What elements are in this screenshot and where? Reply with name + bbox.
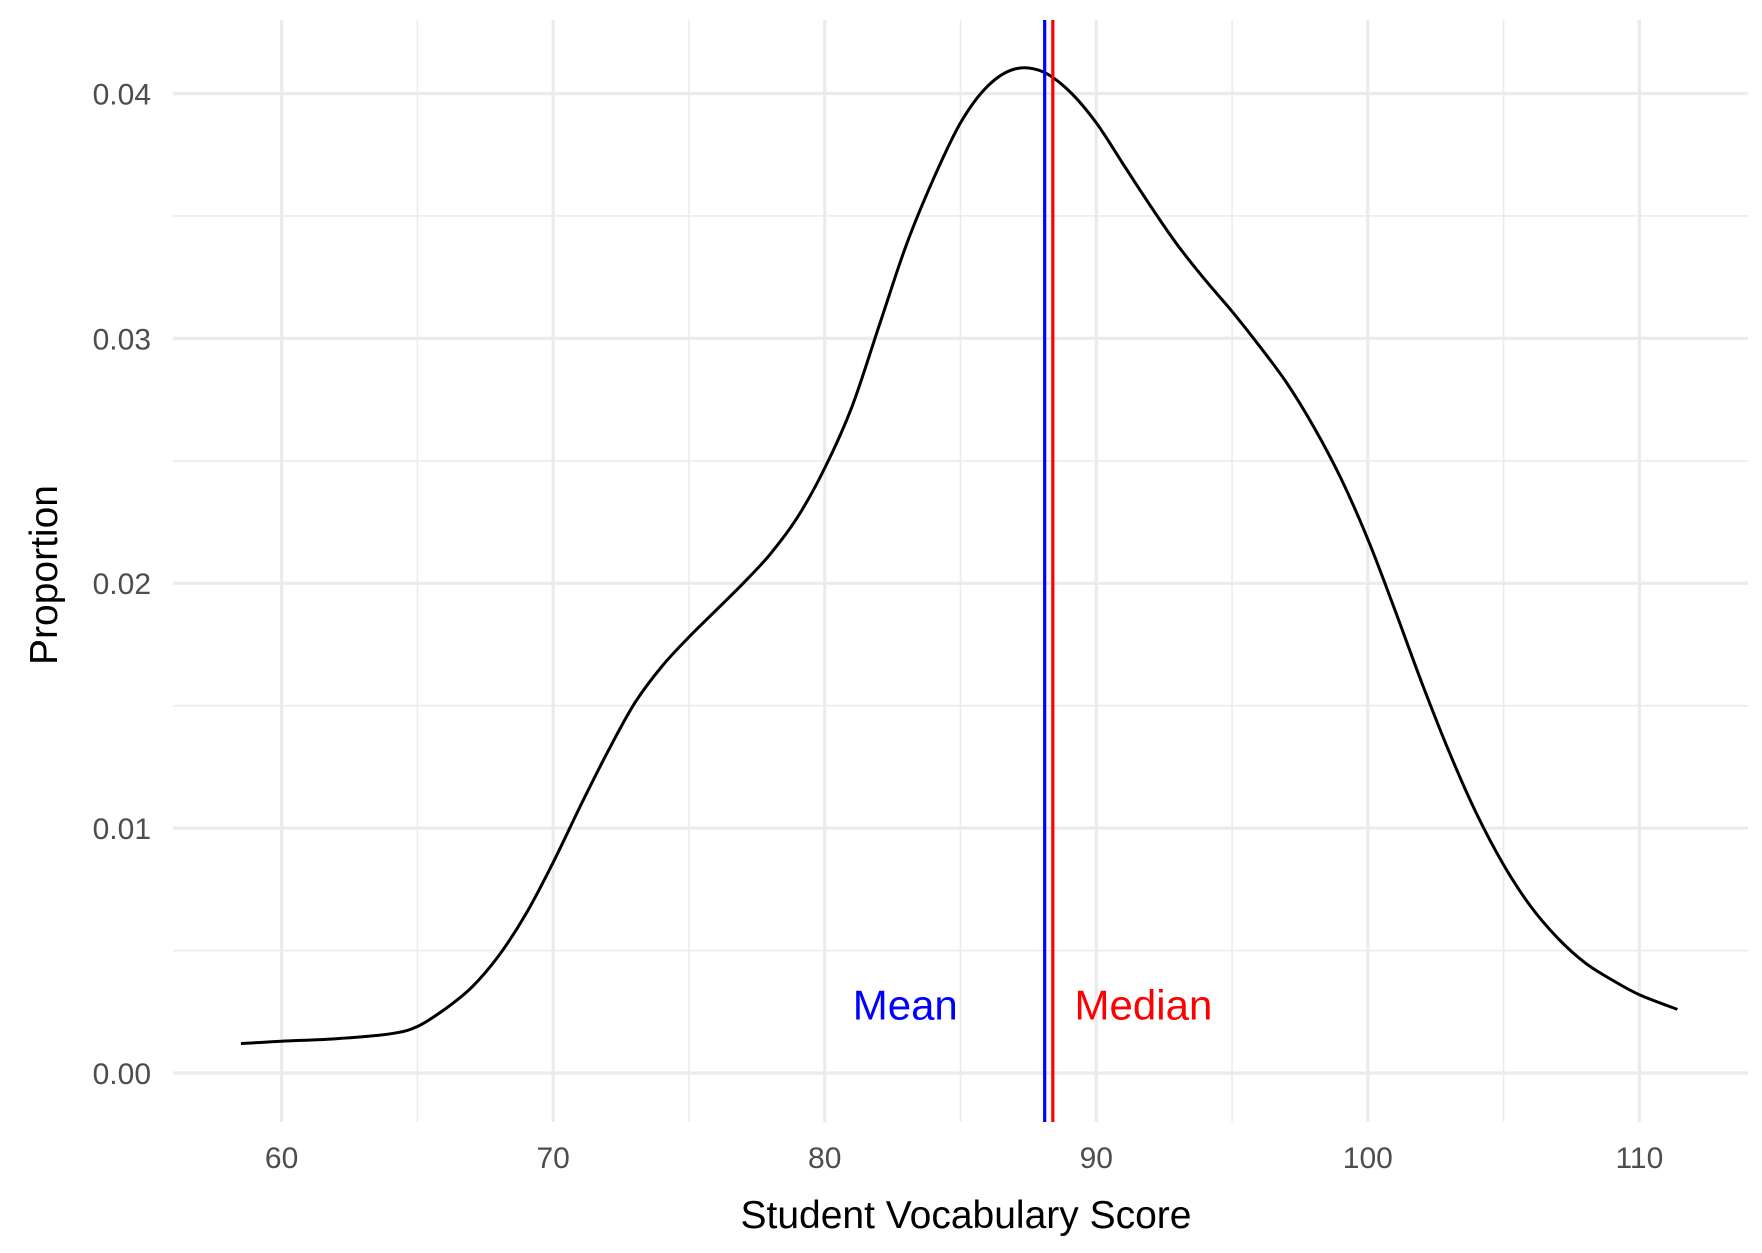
x-tick-label: 100 <box>1343 1142 1393 1175</box>
x-tick-label: 60 <box>265 1142 298 1175</box>
y-tick-label: 0.02 <box>93 568 151 601</box>
reference-lines <box>1043 20 1055 1122</box>
y-tick-label: 0.00 <box>93 1058 151 1091</box>
x-tick-labels: 60 70 80 90 100 110 <box>265 1142 1663 1175</box>
density-curves <box>240 66 1678 1046</box>
x-tick-label: 110 <box>1615 1142 1663 1175</box>
annotations: Mean Median <box>853 981 1213 1028</box>
x-tick-label: 80 <box>808 1142 841 1175</box>
y-tick-label: 0.04 <box>93 78 151 111</box>
y-axis-title: Proportion <box>23 485 66 665</box>
y-tick-label: 0.03 <box>93 323 151 356</box>
y-tick-labels: 0.00 0.01 0.02 0.03 0.04 <box>93 78 151 1091</box>
x-axis-title: Student Vocabulary Score <box>741 1194 1192 1237</box>
minor-gridlines <box>173 20 1748 1122</box>
median-label: Median <box>1075 981 1213 1028</box>
density-curve <box>240 66 1678 1046</box>
y-tick-label: 0.01 <box>93 813 151 846</box>
major-gridlines <box>173 20 1748 1122</box>
mean-label: Mean <box>853 981 958 1028</box>
x-tick-label: 70 <box>536 1142 569 1175</box>
x-tick-label: 90 <box>1080 1142 1113 1175</box>
